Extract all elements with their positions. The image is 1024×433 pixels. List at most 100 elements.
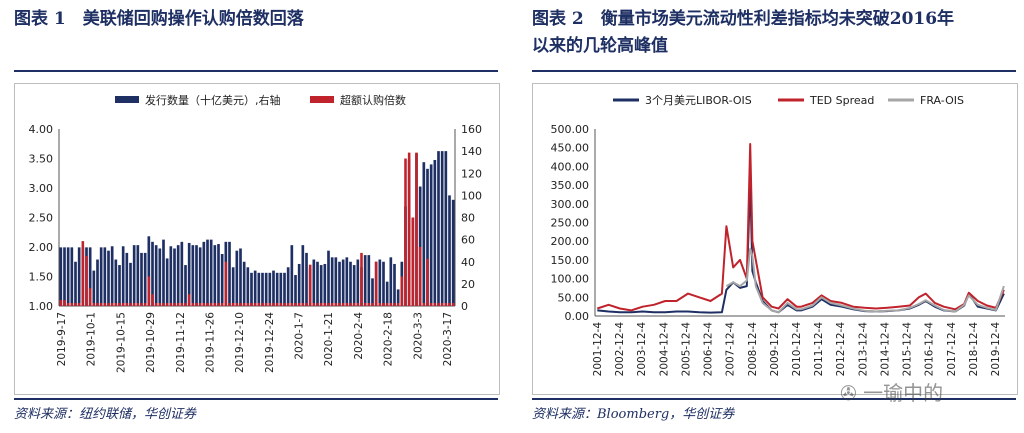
y-tick-label: 500.00: [551, 123, 590, 136]
oversubscription-bar: [440, 303, 444, 306]
oversubscription-bar: [367, 303, 371, 306]
issuance-bar: [235, 250, 239, 306]
x-tick-label: 2020-2-4: [353, 312, 365, 360]
oversubscription-bar: [385, 303, 389, 306]
oversubscription-bar: [371, 303, 374, 306]
y-right-tick-label: 140: [461, 145, 482, 158]
issuance-bar: [250, 272, 253, 306]
issuance-bar: [312, 259, 316, 306]
issuance-bar: [125, 252, 129, 306]
y-tick-label: 50.00: [558, 291, 590, 304]
issuance-bar: [184, 265, 187, 306]
oversubscription-bar: [334, 303, 338, 306]
oversubscription-bar: [308, 264, 312, 306]
oversubscription-bar: [261, 303, 264, 306]
x-tick-label: 2014-12-4: [879, 322, 891, 377]
issuance-bar: [136, 245, 140, 306]
legend-label-1: 超额认购倍数: [340, 93, 406, 107]
issuance-bar: [239, 248, 242, 306]
figure-2-top-rule: [532, 70, 1016, 72]
y-left-tick-label: 2.00: [29, 241, 54, 254]
oversubscription-bar: [407, 152, 411, 306]
x-tick-label: 2019-9-17: [56, 312, 68, 366]
oversubscription-bar: [312, 303, 316, 306]
oversubscription-bar: [400, 276, 404, 306]
legend-swatch-1: [310, 96, 334, 103]
issuance-bar: [393, 263, 396, 306]
x-tick-label: 2007-12-4: [725, 322, 737, 377]
oversubscription-bar: [198, 303, 202, 306]
figure-2-chart-frame: 3个月美元LIBOR-OIS TED Spread FRA-OIS 0.00 50.00…: [532, 83, 1018, 395]
issuance-bar: [187, 242, 191, 306]
issuance-bar: [448, 195, 451, 306]
x-tick-label: 2018-12-4: [968, 322, 980, 377]
oversubscription-bar: [279, 303, 283, 306]
oversubscription-bar: [396, 303, 400, 306]
oversubscription-bar: [81, 241, 85, 306]
oversubscription-bar: [114, 303, 118, 306]
oversubscription-bar: [169, 303, 173, 306]
issuance-bar: [341, 259, 345, 306]
issuance-bar: [74, 261, 77, 306]
oversubscription-bar: [85, 255, 88, 306]
y-tick-label: 300.00: [551, 198, 590, 211]
oversubscription-bar: [389, 303, 393, 306]
issuance-bar: [396, 289, 400, 306]
figure-2-title: 图表 2 衡量市场美元流动性利差指标均未突破2016年 以来的几轮高峰值: [532, 6, 1016, 60]
issuance-bar: [283, 272, 286, 306]
issuance-bar: [77, 247, 81, 306]
oversubscription-bar: [213, 303, 217, 306]
oversubscription-bar: [77, 303, 81, 306]
legend-label-1: TED Spread: [809, 94, 874, 107]
oversubscription-bar: [209, 303, 213, 306]
figure-1-title: 图表 1 美联储回购操作认购倍数回落: [14, 9, 304, 29]
issuance-bar: [301, 245, 305, 306]
issuance-bar: [217, 244, 220, 306]
y-tick-label: 450.00: [551, 142, 590, 155]
issuance-bar: [59, 247, 63, 306]
oversubscription-bar: [129, 303, 132, 306]
y-tick-label: 150.00: [551, 254, 590, 267]
issuance-bar: [147, 236, 151, 306]
issuance-bar: [418, 186, 422, 306]
oversubscription-bar: [341, 303, 345, 306]
watermark-text: 一瑜中的: [863, 381, 944, 405]
oversubscription-bar: [319, 303, 323, 306]
figure-2-chart: 3个月美元LIBOR-OIS TED Spread FRA-OIS 0.00 50.00…: [551, 94, 1005, 377]
oversubscription-bar: [429, 303, 433, 306]
oversubscription-bar: [206, 303, 209, 306]
oversubscription-bar: [107, 303, 110, 306]
issuance-bar: [88, 247, 92, 306]
oversubscription-bar: [264, 303, 268, 306]
oversubscription-bar: [70, 303, 74, 306]
oversubscription-bar: [301, 303, 305, 306]
issuance-bar: [334, 257, 338, 306]
issuance-bar: [294, 275, 297, 306]
oversubscription-bar: [143, 303, 147, 306]
oversubscription-bar: [151, 294, 154, 306]
issuance-bar: [316, 261, 319, 306]
figure-1-source: 资料来源：纽约联储，华创证券: [14, 407, 197, 422]
issuance-bar: [433, 159, 437, 306]
issuance-bar: [382, 261, 385, 306]
issuance-bar: [162, 239, 165, 306]
x-tick-label: 2019-10-1: [86, 312, 98, 366]
y-tick-label: 200.00: [551, 235, 590, 248]
oversubscription-bar: [92, 303, 96, 306]
oversubscription-bar: [184, 303, 187, 306]
issuance-bar: [246, 267, 250, 306]
oversubscription-bar: [378, 303, 382, 306]
oversubscription-bar: [231, 303, 235, 306]
oversubscription-bar: [235, 303, 239, 306]
oversubscription-bar: [415, 152, 418, 306]
issuance-bar: [209, 239, 213, 306]
oversubscription-bar: [74, 303, 77, 306]
issuance-bar: [253, 270, 257, 306]
issuance-bar: [176, 245, 180, 306]
wechat-icon: ✇: [840, 381, 857, 405]
figure-2-title-line1: 图表 2 衡量市场美元流动性利差指标均未突破2016年: [532, 9, 955, 29]
legend-swatch-0: [115, 96, 139, 103]
issuance-bar: [180, 241, 184, 306]
oversubscription-bar: [173, 303, 176, 306]
oversubscription-bar: [323, 303, 327, 306]
